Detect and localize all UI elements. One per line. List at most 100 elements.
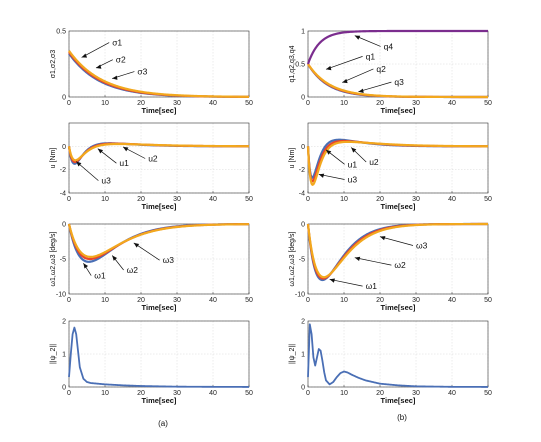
x-tick-label: 20 [376, 196, 384, 203]
x-tick-label: 40 [448, 100, 456, 107]
series-annotation-label: u3 [348, 175, 358, 185]
x-tick-label: 10 [340, 100, 348, 107]
series-annotation-label: σ3 [137, 67, 147, 77]
chart-panel-b1: 0 10 20 30 40 50 0 0.5 1 Time[sec] q1,q2,q3,q4 q4 q1… [289, 29, 492, 116]
x-tick-label: 20 [376, 297, 384, 304]
x-tick-label: 0 [306, 297, 310, 304]
x-axis-label: Time[sec] [381, 303, 416, 312]
annotation-arrowhead [326, 149, 332, 155]
annotation-arrowhead [97, 148, 104, 154]
x-tick-label: 10 [340, 390, 348, 397]
series-annotation-label: q2 [376, 64, 386, 74]
x-axis-label: Time[sec] [142, 396, 177, 405]
annotation-arrowhead [123, 146, 129, 152]
series-line-q4 [306, 29, 489, 65]
annotation-arrowhead [96, 64, 102, 69]
x-tick-label: 20 [137, 297, 145, 304]
x-tick-label: 50 [484, 390, 492, 397]
x-tick-label: 30 [173, 297, 181, 304]
series-line-σ2 [68, 51, 250, 98]
y-tick-label: -10 [56, 292, 66, 299]
plot-frame [68, 122, 250, 194]
y-tick-label: 0 [301, 385, 305, 392]
series-annotation-label: ω1 [366, 281, 378, 291]
x-tick-label: 0 [306, 390, 310, 397]
x-tick-label: 50 [484, 100, 492, 107]
chart-panel-b4: 0 10 20 30 40 50 0 1 2 Time[sec] ||ψ_2|| [289, 319, 492, 406]
y-tick-label: 1 [301, 352, 305, 359]
plot-frame [68, 30, 250, 98]
x-axis-label: Time[sec] [381, 396, 416, 405]
x-tick-label: 40 [209, 390, 217, 397]
x-tick-label: 20 [137, 390, 145, 397]
x-tick-label: 40 [448, 297, 456, 304]
series-annotation-label: u2 [369, 157, 379, 167]
series-annotation-label: u2 [148, 154, 158, 164]
series-line-σ3 [68, 50, 250, 98]
x-tick-label: 10 [340, 297, 348, 304]
series-annotation-label: u1 [119, 158, 129, 168]
y-tick-label: -10 [295, 292, 305, 299]
y-axis-label: q1,q2,q3,q4 [289, 45, 296, 82]
annotation-arrowhead [351, 147, 357, 153]
annotation-arrowhead [354, 35, 361, 40]
series-annotation-label: u3 [101, 176, 111, 186]
x-tick-label: 0 [306, 196, 310, 203]
series-annotation-label: ω2 [127, 265, 139, 275]
x-tick-label: 20 [376, 390, 384, 397]
x-axis-label: Time[sec] [381, 202, 416, 211]
x-tick-label: 10 [101, 297, 109, 304]
x-tick-label: 10 [101, 196, 109, 203]
x-tick-label: 40 [209, 196, 217, 203]
series-annotation-label: ω3 [163, 255, 175, 265]
y-axis-label: ω1,ω2,ω3 [deg/s] [50, 231, 57, 286]
x-tick-label: 50 [245, 100, 253, 107]
x-tick-label: 0 [67, 100, 71, 107]
x-tick-label: 30 [173, 390, 181, 397]
annotation-arrowhead [326, 65, 332, 71]
x-tick-label: 40 [448, 196, 456, 203]
x-axis-label: Time[sec] [381, 106, 416, 115]
x-tick-label: 0 [306, 100, 310, 107]
y-tick-label: -2 [60, 167, 66, 174]
caption-b: (b) [397, 413, 407, 422]
x-tick-label: 40 [209, 297, 217, 304]
annotation-arrow [379, 236, 414, 246]
x-tick-label: 30 [412, 390, 420, 397]
annotation-arrow [354, 257, 392, 266]
x-tick-label: 50 [245, 390, 253, 397]
y-axis-label: ||ψ_2|| [289, 344, 296, 364]
series-annotation-label: q4 [384, 41, 394, 51]
series-line-ω3 [306, 222, 489, 279]
x-tick-label: 30 [412, 297, 420, 304]
y-axis-label: ω1,ω2,ω3 [deg/s] [289, 231, 296, 286]
annotation-arrowhead [358, 88, 364, 93]
y-tick-label: 0 [301, 95, 305, 102]
y-tick-label: 1 [301, 29, 305, 36]
y-tick-label: 1 [62, 352, 66, 359]
chart-panel-a1: 0 10 20 30 40 50 0 0.5 Time[sec] σ1,σ2,σ3 σ1 σ2 σ3 [50, 29, 253, 116]
x-tick-label: 40 [209, 100, 217, 107]
annotation-arrow [133, 242, 160, 261]
series-line-ω1 [306, 222, 489, 282]
y-tick-label: 0 [62, 95, 66, 102]
x-axis-label: Time[sec] [142, 202, 177, 211]
annotation-arrow [325, 56, 363, 70]
x-tick-label: 50 [484, 196, 492, 203]
x-tick-label: 30 [173, 196, 181, 203]
y-tick-label: 0 [62, 222, 66, 229]
y-axis-label: u [Nm] [289, 148, 296, 169]
annotation-arrow [342, 68, 374, 83]
y-tick-label: 2 [62, 319, 66, 326]
annotation-arrow [358, 81, 392, 93]
y-tick-label: -2 [299, 167, 305, 174]
x-axis-label: Time[sec] [142, 303, 177, 312]
chart-panel-a4: 0 10 20 30 40 50 0 1 2 Time[sec] ||ψ_2|| [50, 319, 253, 406]
annotation-arrow [329, 278, 363, 287]
annotation-arrowhead [380, 236, 386, 241]
x-tick-label: 20 [376, 100, 384, 107]
chart-panel-a2: 0 10 20 30 40 50 -4 -2 0 Time[sec] u [Nm] u1 u2 u3 [50, 122, 253, 211]
series-line-u3 [306, 140, 489, 186]
